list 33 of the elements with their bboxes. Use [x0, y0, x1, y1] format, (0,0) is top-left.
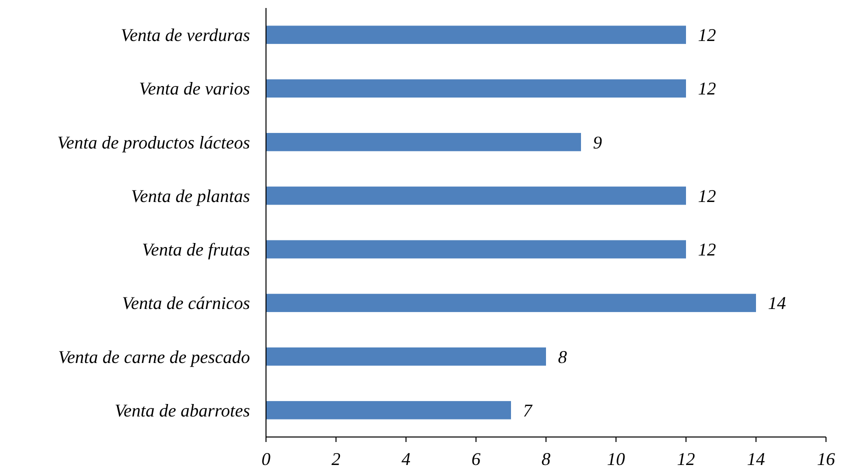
data-label: 14 — [768, 293, 786, 314]
x-tick-label: 6 — [472, 449, 480, 469]
y-tick-label: Venta de abarrotes — [114, 400, 250, 420]
x-tick-label: 8 — [542, 449, 550, 469]
x-tick-label: 2 — [332, 449, 340, 469]
x-tick-label: 14 — [747, 449, 765, 469]
bar — [266, 186, 686, 205]
bar — [266, 26, 686, 44]
y-tick-label: Venta de cárnicos — [122, 293, 250, 314]
x-tick-label: 0 — [262, 449, 270, 469]
y-tick-label: Venta de verduras — [120, 25, 250, 46]
y-tick-label: Venta de plantas — [131, 186, 250, 206]
bar — [266, 294, 756, 312]
y-tick-label: Venta de frutas — [142, 240, 250, 260]
data-label: 9 — [593, 132, 602, 152]
y-tick-label: Venta de carne de pescado — [58, 346, 250, 367]
y-tick-label: Venta de varios — [139, 78, 250, 99]
x-tick-label: 4 — [402, 449, 410, 469]
x-tick-label: 10 — [607, 449, 625, 469]
bar — [266, 132, 581, 152]
bar — [266, 347, 546, 366]
bar — [266, 401, 511, 420]
data-label: 8 — [558, 346, 567, 367]
data-label: 12 — [698, 186, 716, 206]
y-tick-label: Venta de productos lácteos — [57, 132, 250, 152]
x-tick-label: 16 — [817, 449, 835, 469]
data-label: 7 — [523, 400, 533, 420]
bar — [266, 240, 686, 258]
x-tick-label: 12 — [677, 449, 695, 469]
data-label: 12 — [698, 240, 716, 260]
data-label: 12 — [698, 78, 716, 99]
data-label: 12 — [698, 25, 716, 46]
bar — [266, 79, 686, 98]
